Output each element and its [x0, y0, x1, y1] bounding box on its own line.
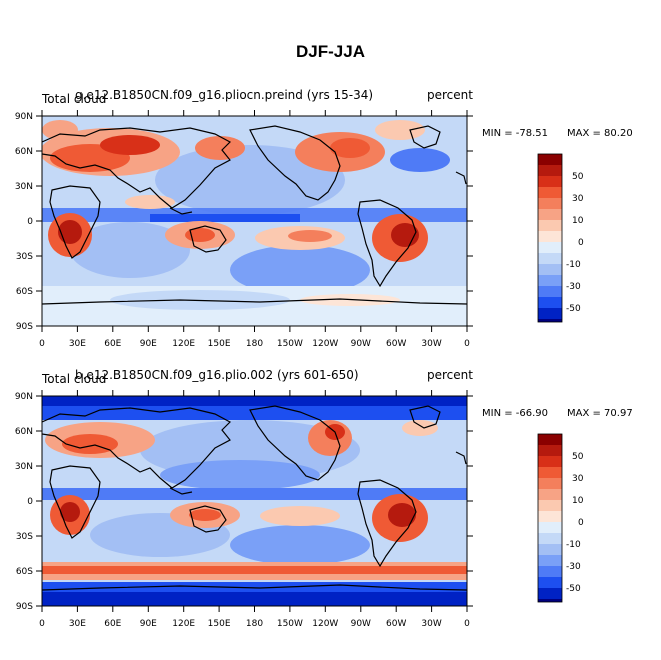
x-tick-label: 180	[246, 339, 263, 349]
y-tick-label: 60N	[15, 427, 33, 437]
panel-min-label: MIN = -78.51	[482, 128, 549, 139]
x-tick-label: 150E	[208, 339, 231, 349]
y-tick-label: 90N	[15, 392, 33, 402]
colorbar-label: -30	[566, 562, 581, 572]
panel-max-label: MAX = 80.20	[567, 128, 633, 139]
colorbar-label: 50	[572, 172, 584, 182]
x-tick-label: 150E	[208, 619, 231, 629]
panel-min-label: MIN = -66.90	[482, 408, 549, 419]
x-tick-label: 120E	[172, 339, 195, 349]
x-tick-label: 90W	[351, 619, 371, 629]
x-tick-label: 180	[246, 619, 263, 629]
panel-center-label: g.e12.B1850CN.f09_g16.pliocn.preind (yrs…	[75, 88, 374, 102]
colorbar-label: -50	[566, 584, 581, 594]
y-ticks	[36, 395, 473, 607]
y-tick-label: 0	[27, 497, 33, 507]
panel-right-label: percent	[427, 88, 473, 102]
x-tick-label: 120W	[312, 619, 338, 629]
colorbar-label: 10	[572, 496, 584, 506]
x-tick-label: 60W	[386, 619, 406, 629]
map-panel-preind: 90N 60N 30N 0 30S 60S 90S 0 30E 60E 90E …	[0, 88, 661, 350]
map-panel-plio: 90N 60N 30N 0 30S 60S 90S 0 30E 60E 90E …	[0, 368, 661, 630]
colorbar-labels: 50 30 10 0 -10 -30 -50	[566, 452, 584, 594]
x-tick-labels: 0 30E 60E 90E 120E 150E 180 150W 120W 90…	[39, 619, 470, 629]
coastlines	[42, 125, 467, 305]
colorbar-label: 10	[572, 216, 584, 226]
y-tick-label: 30N	[15, 462, 33, 472]
colorbar-label: -10	[566, 540, 581, 550]
y-tick-label: 90N	[15, 112, 33, 122]
colorbar-label: 30	[572, 194, 584, 204]
panel-left-label: Total cloud	[42, 372, 107, 386]
contour-field	[42, 396, 467, 606]
y-tick-labels: 90N 60N 30N 0 30S 60S 90S	[15, 392, 33, 612]
x-tick-label: 0	[464, 619, 470, 629]
x-ticks	[41, 110, 468, 332]
x-tick-label: 120E	[172, 619, 195, 629]
colorbar-labels: 50 30 10 0 -10 -30 -50	[566, 172, 584, 314]
panel-max-label: MAX = 70.97	[567, 408, 633, 419]
x-tick-label: 0	[39, 339, 45, 349]
contour-field	[42, 116, 467, 326]
y-tick-label: 60N	[15, 147, 33, 157]
y-ticks	[36, 115, 473, 327]
x-tick-label: 60E	[104, 339, 121, 349]
y-tick-label: 0	[27, 217, 33, 227]
x-tick-label: 0	[39, 619, 45, 629]
x-tick-label: 150W	[277, 619, 303, 629]
y-tick-label: 30S	[16, 532, 33, 542]
x-tick-label: 90W	[351, 339, 371, 349]
x-tick-label: 60E	[104, 619, 121, 629]
colorbar-label: 0	[578, 518, 584, 528]
y-tick-label: 30S	[16, 252, 33, 262]
x-ticks	[41, 390, 468, 612]
y-tick-label: 30N	[15, 182, 33, 192]
y-tick-label: 60S	[16, 287, 33, 297]
x-tick-labels: 0 30E 60E 90E 120E 150E 180 150W 120W 90…	[39, 339, 470, 349]
colorbar-label: -50	[566, 304, 581, 314]
x-tick-label: 30W	[421, 619, 441, 629]
colorbar	[537, 433, 563, 603]
x-tick-label: 0	[464, 339, 470, 349]
colorbar-label: 50	[572, 452, 584, 462]
panel-center-label: b.e12.B1850CN.f09_g16.plio.002 (yrs 601-…	[75, 368, 359, 382]
x-tick-label: 30E	[69, 619, 86, 629]
x-tick-label: 30W	[421, 339, 441, 349]
colorbar	[537, 153, 563, 323]
x-tick-label: 30E	[69, 339, 86, 349]
x-tick-label: 150W	[277, 339, 303, 349]
map-figure: 90N 60N 30N 0 30S 60S 90S 0 30E 60E 90E …	[15, 390, 584, 629]
panel-right-label: percent	[427, 368, 473, 382]
y-tick-label: 60S	[16, 567, 33, 577]
colorbar-label: -10	[566, 260, 581, 270]
colorbar-label: -30	[566, 282, 581, 292]
map-figure: 90N 60N 30N 0 30S 60S 90S 0 30E 60E 90E …	[15, 110, 584, 349]
x-tick-label: 90E	[140, 339, 157, 349]
y-tick-labels: 90N 60N 30N 0 30S 60S 90S	[15, 112, 33, 332]
figure-title: DJF-JJA	[296, 42, 365, 61]
panel-left-label: Total cloud	[42, 92, 107, 106]
y-tick-label: 90S	[16, 602, 33, 612]
colorbar-label: 0	[578, 238, 584, 248]
y-tick-label: 90S	[16, 322, 33, 332]
colorbar-label: 30	[572, 474, 584, 484]
coastlines	[42, 405, 467, 591]
x-tick-label: 120W	[312, 339, 338, 349]
x-tick-label: 90E	[140, 619, 157, 629]
x-tick-label: 60W	[386, 339, 406, 349]
